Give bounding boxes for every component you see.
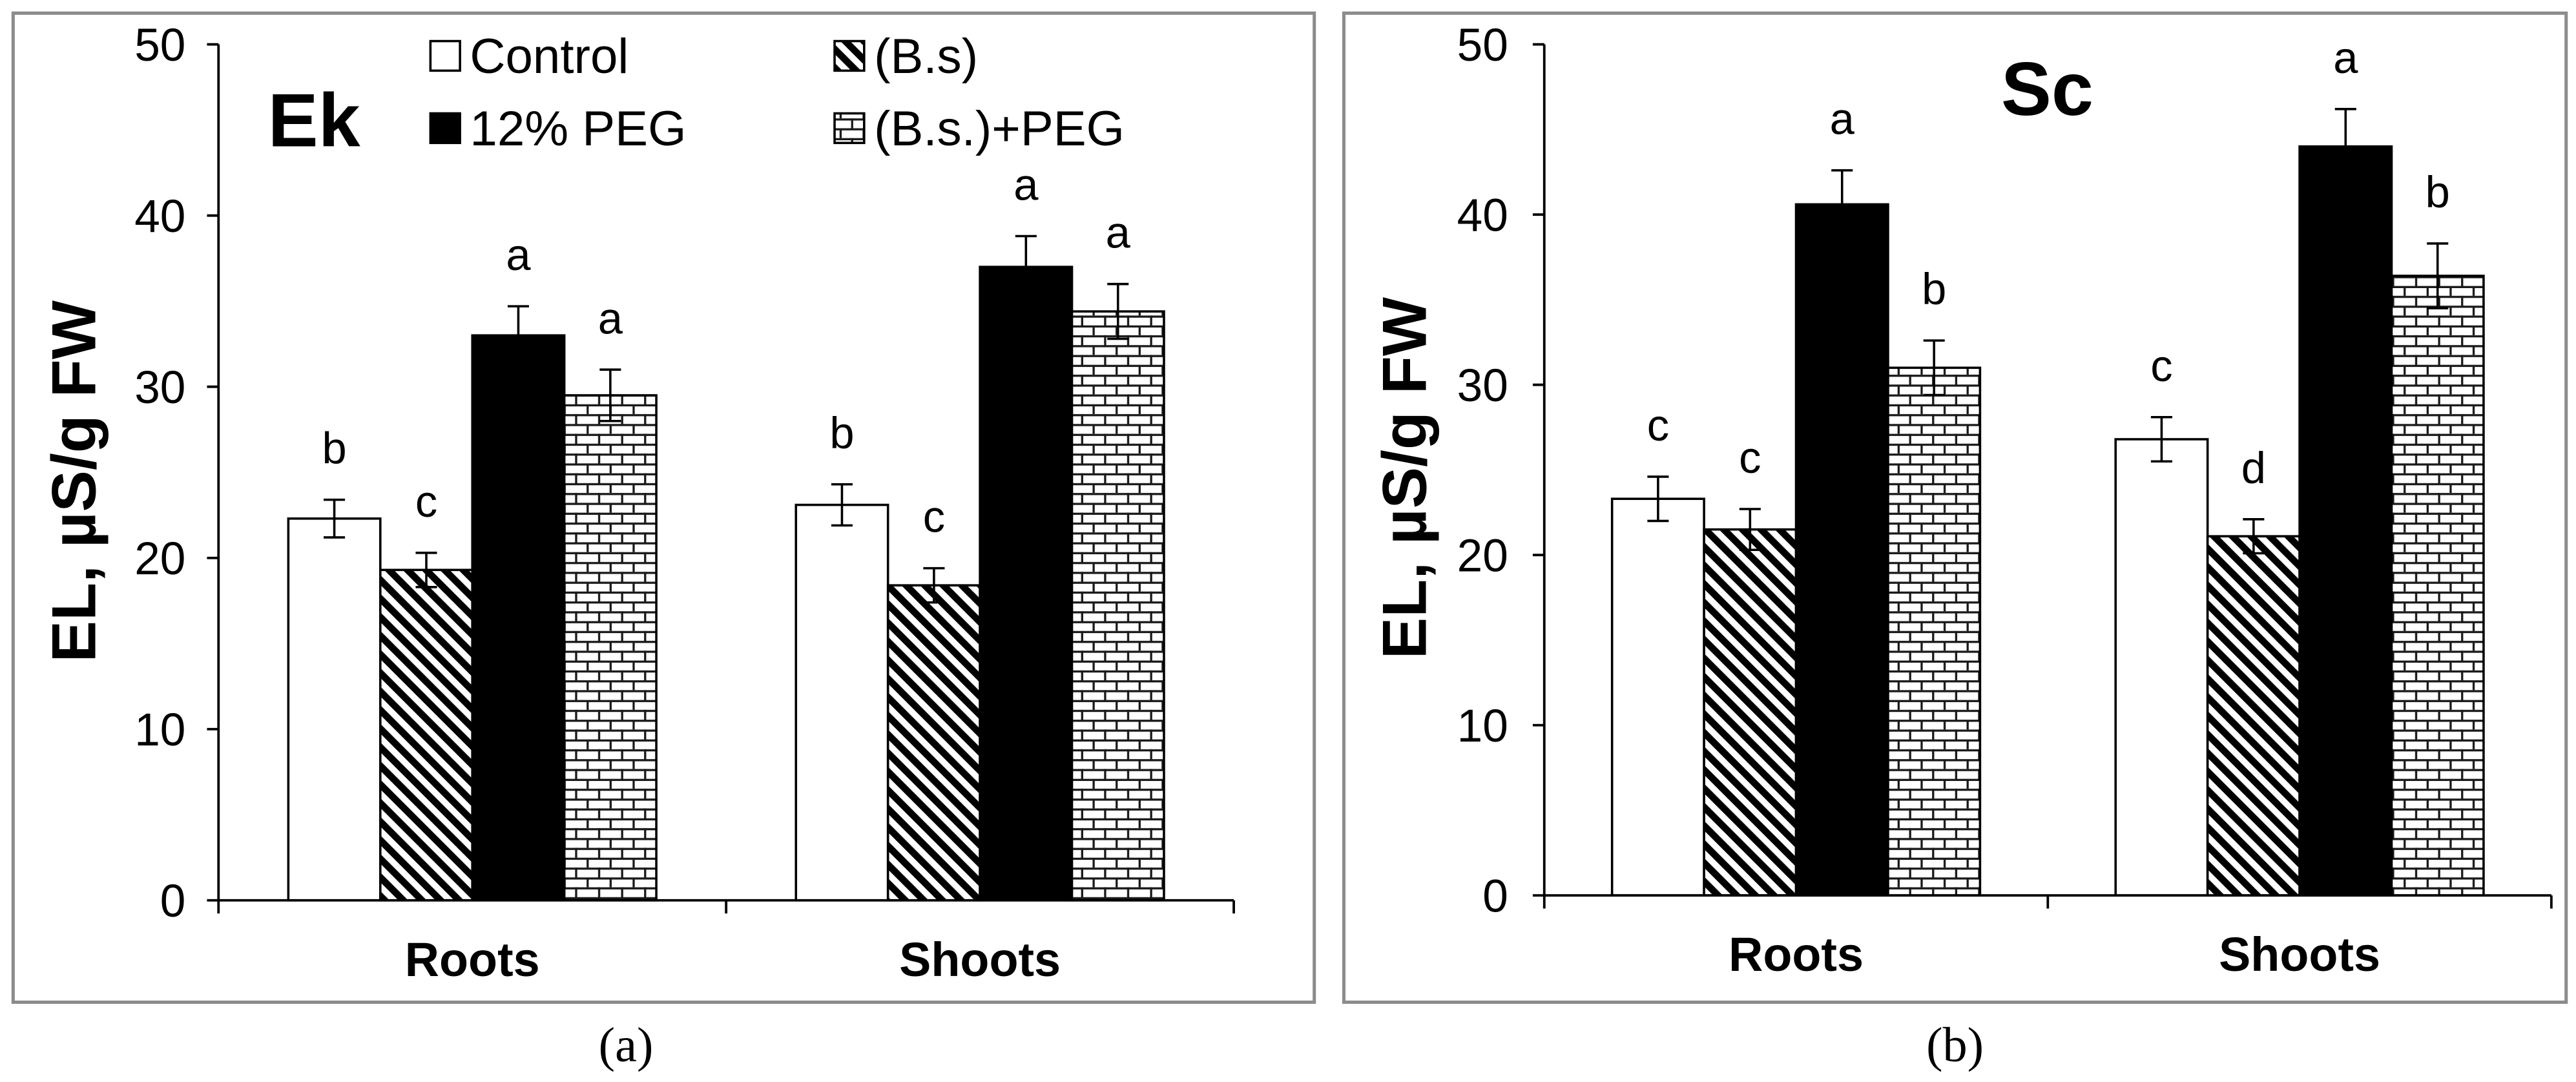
error-bar-roots-control <box>1647 475 1669 523</box>
significance-letter-roots-bs-peg: a <box>598 293 623 343</box>
y-tick-label: 10 <box>134 705 185 756</box>
bar-roots-peg <box>471 334 566 902</box>
category-label-roots: Roots <box>1729 928 1864 981</box>
legend-label-control: Control <box>470 29 628 84</box>
y-tick-label: 30 <box>1457 360 1508 411</box>
legend-swatch-peg <box>429 112 461 145</box>
significance-letter-roots-control: c <box>1647 401 1669 450</box>
bar-roots-bs-peg <box>563 394 658 902</box>
chart-title: Ek <box>268 78 361 162</box>
significance-letter-shoots-bs: c <box>923 492 945 542</box>
significance-letter-shoots-bs-peg: a <box>1106 208 1131 258</box>
error-bar-shoots-peg <box>1015 234 1037 299</box>
panel-label: (a) <box>599 1017 654 1072</box>
bar-shoots-peg <box>979 265 1074 902</box>
y-tick-label: 0 <box>160 876 186 927</box>
y-axis-label: EL, µS/g FW <box>1371 297 1440 659</box>
y-tick-label: 50 <box>134 20 185 71</box>
y-tick-label: 40 <box>134 191 185 242</box>
bar-roots-peg <box>1794 203 1889 897</box>
significance-letter-shoots-peg: a <box>1013 160 1039 210</box>
y-tick-label: 10 <box>1457 701 1508 752</box>
legend-swatch-bs <box>833 39 866 72</box>
error-bar-shoots-control <box>831 483 853 527</box>
bar-shoots-bs <box>2206 535 2301 897</box>
error-bar-shoots-bs-peg <box>2427 242 2449 309</box>
bar-roots-bs-peg <box>1887 366 1982 897</box>
significance-letter-roots-peg: a <box>1830 94 1855 144</box>
bar-shoots-bs-peg <box>1070 310 1165 902</box>
legend-swatch-control <box>429 39 461 72</box>
significance-letter-shoots-bs: d <box>2241 443 2266 493</box>
y-tick-label: 50 <box>1457 20 1508 71</box>
significance-letter-roots-peg: a <box>506 230 531 280</box>
error-bar-shoots-bs-peg <box>1107 282 1129 340</box>
category-label-shoots: Shoots <box>899 933 1061 986</box>
bar-shoots-control <box>795 503 889 902</box>
error-bar-shoots-peg <box>2334 108 2356 185</box>
bar-shoots-bs <box>886 584 981 902</box>
significance-letter-shoots-control: b <box>829 408 854 458</box>
significance-letter-shoots-peg: a <box>2333 33 2358 83</box>
error-bar-roots-peg <box>1831 169 1853 240</box>
bar-shoots-peg <box>2298 145 2393 897</box>
panel-label: (b) <box>1926 1017 1984 1072</box>
significance-letter-roots-bs-peg: b <box>1922 264 1946 314</box>
panel-frame <box>11 11 1316 1004</box>
error-bar-shoots-bs <box>923 567 945 604</box>
error-bar-shoots-control <box>2150 415 2172 463</box>
panel-b: Roots Shoots c c a b c d a b 0 10 20 30 40 50 EL, µS/g F… <box>1342 11 2568 1072</box>
y-tick-label: 20 <box>134 534 185 585</box>
panel-frame <box>1342 11 2568 1004</box>
legend: Control (B.s) 12% PEG (B.s.)+PEG <box>429 29 1125 156</box>
error-bar-roots-control <box>324 498 346 539</box>
error-bar-roots-peg <box>507 305 529 366</box>
significance-letter-roots-control: b <box>322 424 346 473</box>
bar-roots-bs <box>1703 528 1798 897</box>
y-tick-label: 20 <box>1457 531 1508 582</box>
bar-shoots-bs-peg <box>2390 275 2485 897</box>
bar-roots-control <box>287 517 382 902</box>
error-bar-shoots-bs <box>2243 518 2265 555</box>
bar-roots-bs <box>379 568 473 902</box>
significance-letter-shoots-control: c <box>2150 341 2172 391</box>
legend-label-bs-peg: (B.s.)+PEG <box>874 101 1125 156</box>
significance-letter-roots-bs: c <box>1739 433 1761 483</box>
significance-letter-roots-bs: c <box>415 477 437 526</box>
category-label-shoots: Shoots <box>2219 928 2380 981</box>
error-bar-roots-bs-peg <box>1923 339 1945 397</box>
y-tick-label: 0 <box>1482 871 1508 922</box>
y-tick-label: 40 <box>1457 191 1508 242</box>
significance-letter-shoots-bs-peg: b <box>2425 167 2450 217</box>
error-bar-roots-bs <box>415 552 437 588</box>
panel-a: Roots Shoots b c a a b c a a 0 10 20 30 40 50 EL, µS/g F… <box>11 11 1316 1072</box>
bar-shoots-control <box>2114 438 2209 897</box>
y-tick-label: 30 <box>134 362 185 413</box>
chart-title: Sc <box>2001 47 2093 131</box>
legend-label-bs: (B.s) <box>874 29 978 84</box>
error-bar-roots-bs-peg <box>599 368 621 422</box>
legend-label-peg: 12% PEG <box>470 101 686 156</box>
error-bar-roots-bs <box>1739 508 1761 552</box>
category-label-roots: Roots <box>405 933 540 986</box>
bar-roots-control <box>1610 497 1705 897</box>
y-axis-label: EL, µS/g FW <box>40 300 109 662</box>
legend-swatch-bs-peg <box>833 112 866 145</box>
